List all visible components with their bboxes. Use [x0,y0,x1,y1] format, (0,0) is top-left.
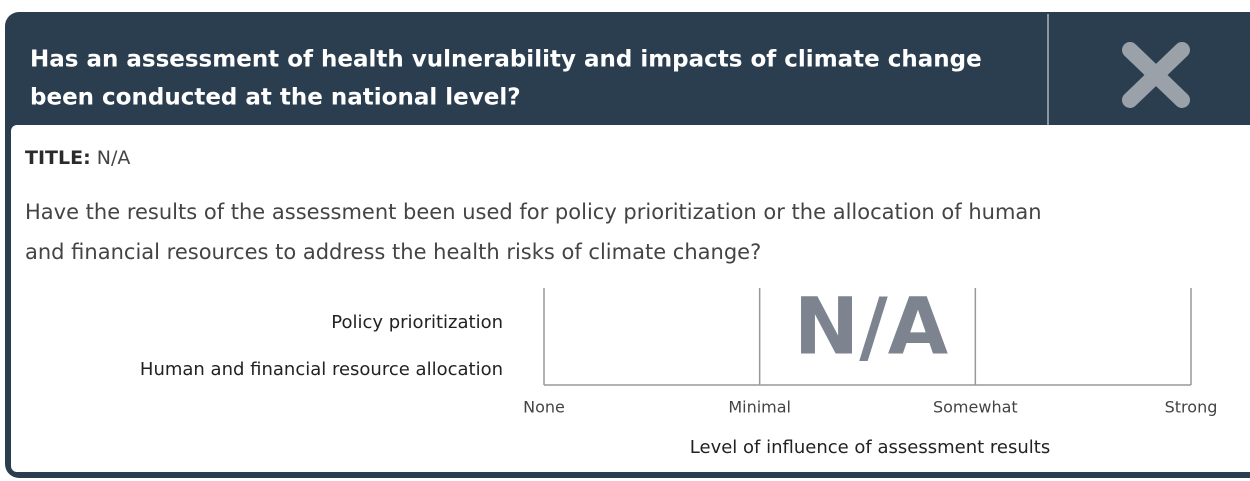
level-label: Minimal [728,398,791,417]
title-line: TITLE: N/A [25,147,130,169]
row-label: Human and financial resource allocation [140,359,503,380]
row-label: Policy prioritization [331,312,503,333]
level-label: Somewhat [933,398,1018,417]
title-value: N/A [97,147,131,169]
header-title: Has an assessment of health vulnerabilit… [30,47,982,73]
card-body [11,125,1250,472]
question: Have the results of the assessment been … [25,200,1042,224]
axis-label: Level of influence of assessment results [690,437,1050,458]
title-label: TITLE: [25,147,91,169]
overlay-text: N/A [794,282,948,372]
level-label: Strong [1165,398,1218,417]
close-stroke[interactable] [1122,42,1190,108]
header-title: been conducted at the national level? [30,85,521,111]
close-icon[interactable] [1122,42,1190,108]
level-label: None [523,398,565,417]
question: and financial resources to address the h… [25,240,761,264]
